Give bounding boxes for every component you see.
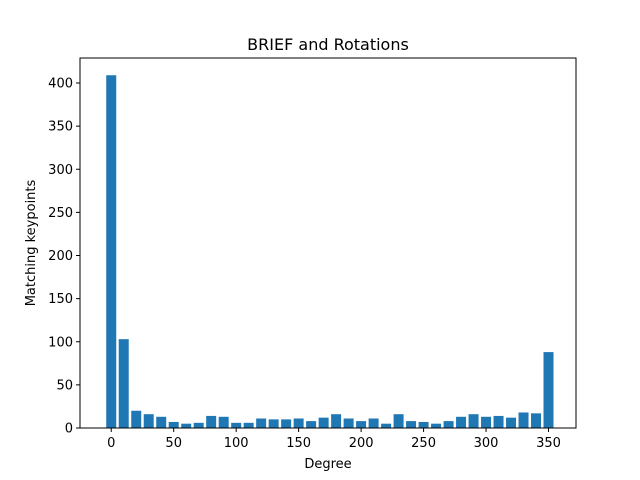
bar-200 (356, 421, 367, 428)
bar-60 (181, 423, 192, 428)
bar-0 (106, 75, 117, 428)
bar-20 (131, 410, 142, 428)
x-tick-label: 150 (286, 436, 311, 451)
y-tick-label: 250 (48, 206, 73, 221)
x-tick-label: 250 (411, 436, 436, 451)
x-tick-label: 350 (536, 436, 561, 451)
bar-120 (256, 418, 267, 428)
x-ticks-group: 0 50 100 150 200 250 300 350 (107, 428, 561, 451)
bar-80 (206, 415, 217, 428)
y-tick-label: 300 (48, 163, 73, 178)
bar-230 (393, 414, 404, 428)
bar-330 (518, 412, 529, 428)
y-tick-label: 50 (56, 378, 73, 393)
bar-150 (293, 418, 304, 428)
bar-180 (331, 414, 342, 428)
bar-320 (506, 417, 517, 428)
bars-group (106, 75, 554, 428)
bar-30 (143, 414, 154, 428)
y-ticks-group: 0 50 100 150 200 250 300 350 400 (48, 77, 80, 437)
bar-190 (343, 418, 354, 428)
bar-250 (418, 421, 429, 428)
bar-280 (456, 416, 467, 428)
bar-50 (168, 421, 179, 428)
bar-220 (381, 423, 392, 428)
bar-260 (431, 423, 442, 428)
y-tick-label: 400 (48, 77, 73, 92)
y-axis-label: Matching keypoints (24, 179, 39, 306)
bar-40 (156, 416, 167, 428)
x-tick-label: 300 (474, 436, 499, 451)
bar-270 (443, 421, 454, 428)
bar-340 (531, 413, 542, 428)
bar-110 (243, 422, 254, 428)
x-tick-label: 100 (224, 436, 249, 451)
x-tick-label: 200 (349, 436, 374, 451)
bar-350 (543, 352, 554, 428)
bar-70 (193, 422, 204, 428)
y-tick-label: 100 (48, 335, 73, 350)
bar-90 (218, 416, 229, 428)
bar-160 (306, 421, 317, 428)
x-tick-label: 50 (165, 436, 182, 451)
y-tick-label: 0 (65, 422, 73, 437)
bar-130 (268, 419, 279, 428)
chart-title: BRIEF and Rotations (247, 35, 409, 54)
bar-100 (231, 422, 242, 428)
bar-290 (468, 414, 479, 428)
bar-10 (118, 339, 129, 428)
x-tick-label: 0 (107, 436, 115, 451)
y-tick-label: 150 (48, 292, 73, 307)
bar-310 (493, 415, 504, 428)
bar-210 (368, 418, 379, 428)
bar-140 (281, 419, 292, 428)
y-tick-label: 350 (48, 120, 73, 135)
bar-240 (406, 421, 417, 428)
y-tick-label: 200 (48, 249, 73, 264)
bar-300 (481, 416, 492, 428)
x-axis-label: Degree (304, 457, 351, 472)
bar-170 (318, 417, 329, 428)
plot-frame (79, 57, 577, 429)
